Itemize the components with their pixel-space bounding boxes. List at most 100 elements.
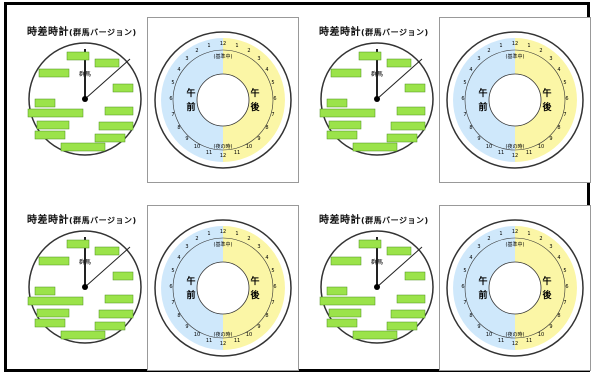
svg-text:7: 7 xyxy=(171,300,174,306)
svg-text:後: 後 xyxy=(542,289,552,301)
svg-text:9: 9 xyxy=(185,136,188,142)
home-city-label: 群馬 xyxy=(79,70,91,78)
svg-text:7: 7 xyxy=(463,300,466,306)
svg-text:4: 4 xyxy=(557,67,560,73)
svg-text:2: 2 xyxy=(539,236,542,242)
svg-text:2: 2 xyxy=(247,48,250,54)
svg-text:10: 10 xyxy=(486,332,492,338)
svg-text:8: 8 xyxy=(265,313,268,319)
svg-text:8: 8 xyxy=(469,125,472,131)
svg-text:1: 1 xyxy=(207,231,210,237)
svg-text:2: 2 xyxy=(247,236,250,242)
svg-text:午: 午 xyxy=(542,275,551,287)
svg-text:3: 3 xyxy=(549,244,552,250)
svg-text:12: 12 xyxy=(220,153,226,159)
home-city-label: 群馬 xyxy=(371,258,383,266)
world-clock: 群馬 xyxy=(317,39,437,159)
svg-text:6: 6 xyxy=(461,96,464,102)
svg-text:12: 12 xyxy=(220,41,226,47)
svg-text:12: 12 xyxy=(512,341,518,347)
svg-text:3: 3 xyxy=(477,56,480,62)
svg-text:後: 後 xyxy=(250,289,260,301)
svg-text:後: 後 xyxy=(250,101,260,113)
svg-text:5: 5 xyxy=(563,80,566,86)
svg-text:7: 7 xyxy=(271,112,274,118)
svg-text:8: 8 xyxy=(177,313,180,319)
svg-text:2: 2 xyxy=(195,236,198,242)
svg-text:8: 8 xyxy=(557,313,560,319)
svg-text:前: 前 xyxy=(186,289,195,301)
svg-text:11: 11 xyxy=(206,150,212,156)
svg-text:3: 3 xyxy=(477,244,480,250)
svg-text:7: 7 xyxy=(271,300,274,306)
svg-text:後: 後 xyxy=(542,101,552,113)
svg-text:5: 5 xyxy=(171,268,174,274)
svg-text:2: 2 xyxy=(539,48,542,54)
title-main: 時差時計 xyxy=(27,27,69,38)
svg-text:午: 午 xyxy=(478,87,487,99)
world-clock: 群馬 xyxy=(317,227,437,347)
svg-text:7: 7 xyxy=(563,300,566,306)
svg-text:10: 10 xyxy=(246,332,252,338)
svg-text:7: 7 xyxy=(463,112,466,118)
svg-text:7: 7 xyxy=(171,112,174,118)
svg-text:4: 4 xyxy=(177,255,180,261)
svg-text:3: 3 xyxy=(257,56,260,62)
svg-text:8: 8 xyxy=(469,313,472,319)
svg-text:8: 8 xyxy=(557,125,560,131)
svg-text:10: 10 xyxy=(486,144,492,150)
title-main: 時差時計 xyxy=(319,215,361,226)
svg-text:1: 1 xyxy=(499,231,502,237)
svg-text:6: 6 xyxy=(169,96,172,102)
svg-text:10: 10 xyxy=(538,332,544,338)
svg-text:1: 1 xyxy=(207,43,210,49)
svg-text:9: 9 xyxy=(549,136,552,142)
svg-text:6: 6 xyxy=(565,96,568,102)
svg-text:午: 午 xyxy=(542,87,551,99)
svg-text:11: 11 xyxy=(498,150,504,156)
svg-text:4: 4 xyxy=(557,255,560,261)
svg-text:1: 1 xyxy=(527,43,530,49)
svg-text:8: 8 xyxy=(265,125,268,131)
svg-text:1: 1 xyxy=(235,231,238,237)
world-clock: 群馬 xyxy=(25,227,145,347)
panel-title: 時差時計(群馬バージョン) xyxy=(27,23,137,38)
svg-text:3: 3 xyxy=(185,56,188,62)
svg-text:9: 9 xyxy=(477,136,480,142)
panel-title: 時差時計(群馬バージョン) xyxy=(319,211,429,226)
inner-bottom: (夜の時) xyxy=(214,331,233,338)
title-main: 時差時計 xyxy=(319,27,361,38)
svg-text:9: 9 xyxy=(549,324,552,330)
title-sub: (群馬バージョン) xyxy=(361,216,429,225)
svg-text:5: 5 xyxy=(271,268,274,274)
svg-text:4: 4 xyxy=(265,67,268,73)
world-clock: 群馬 xyxy=(25,39,145,159)
home-city-label: 群馬 xyxy=(79,258,91,266)
svg-text:9: 9 xyxy=(257,136,260,142)
svg-text:6: 6 xyxy=(565,284,568,290)
panel-title: 時差時計(群馬バージョン) xyxy=(27,211,137,226)
svg-text:11: 11 xyxy=(234,150,240,156)
panel-title: 時差時計(群馬バージョン) xyxy=(319,23,429,38)
svg-text:4: 4 xyxy=(177,67,180,73)
svg-text:8: 8 xyxy=(177,125,180,131)
svg-text:1: 1 xyxy=(499,43,502,49)
title-sub: (群馬バージョン) xyxy=(69,216,137,225)
svg-text:前: 前 xyxy=(478,289,487,301)
svg-text:2: 2 xyxy=(487,48,490,54)
title-sub: (群馬バージョン) xyxy=(361,28,429,37)
svg-text:6: 6 xyxy=(273,96,276,102)
svg-text:5: 5 xyxy=(463,80,466,86)
svg-text:5: 5 xyxy=(171,80,174,86)
clock-panel-3: 時差時計(群馬バージョン) 群馬 xyxy=(7,193,297,371)
inner-bottom: (夜の時) xyxy=(214,143,233,150)
svg-text:4: 4 xyxy=(469,67,472,73)
